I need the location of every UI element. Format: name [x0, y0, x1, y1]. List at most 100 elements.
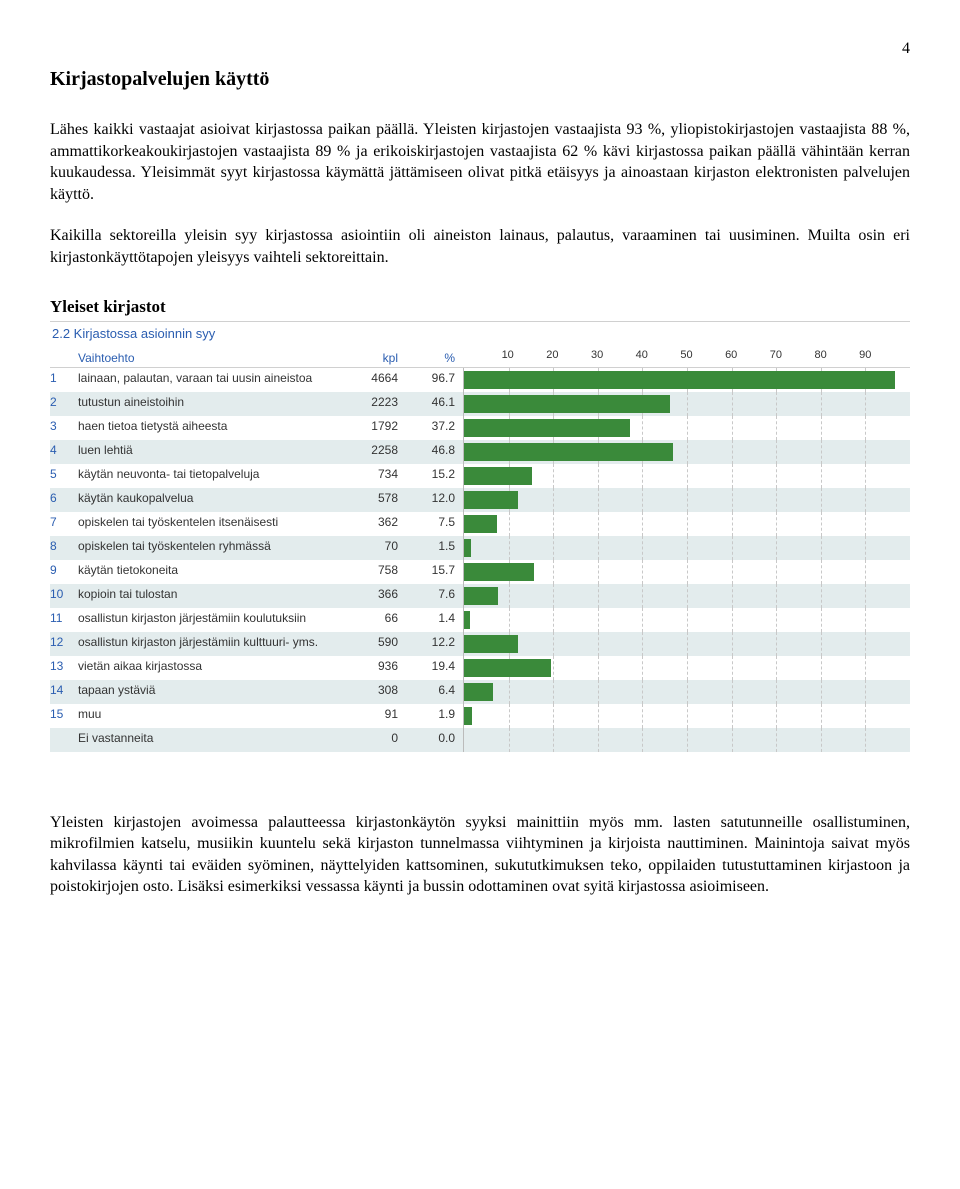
chart-row-kpl: 734: [353, 464, 408, 488]
chart-row-label: kopioin tai tulostan: [78, 584, 353, 608]
chart-axis-tick: 90: [859, 349, 871, 361]
chart-row-label: haen tietoa tietystä aiheesta: [78, 416, 353, 440]
chart-row-pct: 7.5: [408, 512, 463, 536]
chart-rows: 1lainaan, palautan, varaan tai uusin ain…: [50, 368, 910, 752]
chart-row-pct: 46.8: [408, 440, 463, 464]
chart-bar: [464, 539, 471, 557]
chart-row-label: vietän aikaa kirjastossa: [78, 656, 353, 680]
chart-row: 12osallistun kirjaston järjestämiin kult…: [50, 632, 910, 656]
chart-row-bar-cell: [463, 704, 910, 728]
chart-row-bar-cell: [463, 560, 910, 584]
chart-bar: [464, 683, 493, 701]
chart-row: 8opiskelen tai työskentelen ryhmässä701.…: [50, 536, 910, 560]
chart-row-bar-cell: [463, 632, 910, 656]
chart-row-index: 6: [50, 488, 78, 512]
chart-row-index: 9: [50, 560, 78, 584]
chart-row-index: 7: [50, 512, 78, 536]
chart-row-pct: 15.7: [408, 560, 463, 584]
chart-row-bar-cell: [463, 392, 910, 416]
chart-row-kpl: 2258: [353, 440, 408, 464]
chart-row-kpl: 578: [353, 488, 408, 512]
chart-row-label: muu: [78, 704, 353, 728]
chart-axis-tick: 60: [725, 349, 737, 361]
chart-row: 9käytän tietokoneita75815.7: [50, 560, 910, 584]
chart-container: 2.2 Kirjastossa asioinnin syy Vaihtoehto…: [50, 321, 910, 752]
chart-row-label: käytän kaukopalvelua: [78, 488, 353, 512]
chart-bar: [464, 443, 673, 461]
chart-row: 1lainaan, palautan, varaan tai uusin ain…: [50, 368, 910, 392]
chart-header-row: Vaihtoehto kpl % 102030405060708090: [50, 345, 910, 368]
chart-row-label: Ei vastanneita: [78, 728, 353, 752]
chart-row-index: 15: [50, 704, 78, 728]
chart-row-pct: 96.7: [408, 368, 463, 392]
chart-row: 3haen tietoa tietystä aiheesta179237.2: [50, 416, 910, 440]
chart-row-index: 11: [50, 608, 78, 632]
chart-header-pct: %: [408, 351, 463, 365]
chart-row-bar-cell: [463, 464, 910, 488]
chart-row-pct: 1.9: [408, 704, 463, 728]
chart-row-kpl: 0: [353, 728, 408, 752]
chart-row-pct: 0.0: [408, 728, 463, 752]
chart-row-index: 8: [50, 536, 78, 560]
chart-row-bar-cell: [463, 440, 910, 464]
section-title: Kirjastopalvelujen käyttö: [50, 68, 910, 91]
chart-row-pct: 6.4: [408, 680, 463, 704]
chart-bar: [464, 659, 551, 677]
chart-row-pct: 46.1: [408, 392, 463, 416]
chart-row-bar-cell: [463, 584, 910, 608]
chart-row: 7opiskelen tai työskentelen itsenäisesti…: [50, 512, 910, 536]
chart-row: 15muu911.9: [50, 704, 910, 728]
chart-row-kpl: 1792: [353, 416, 408, 440]
chart-row-kpl: 758: [353, 560, 408, 584]
chart-row-bar-cell: [463, 488, 910, 512]
chart-row-bar-cell: [463, 512, 910, 536]
chart-bar: [464, 371, 895, 389]
chart-axis-tick: 10: [502, 349, 514, 361]
chart-row: Ei vastanneita00.0: [50, 728, 910, 752]
paragraph-3: Yleisten kirjastojen avoimessa palauttee…: [50, 812, 910, 898]
chart-row-index: 3: [50, 416, 78, 440]
chart-axis-tick: 40: [636, 349, 648, 361]
chart-row-kpl: 4664: [353, 368, 408, 392]
chart-axis-tick: 30: [591, 349, 603, 361]
chart-row-label: tutustun aineistoihin: [78, 392, 353, 416]
chart-bar: [464, 635, 518, 653]
chart-bar: [464, 587, 498, 605]
chart-row-pct: 12.0: [408, 488, 463, 512]
chart-row-index: 5: [50, 464, 78, 488]
chart-header-option: Vaihtoehto: [78, 351, 353, 365]
chart-row-index: 2: [50, 392, 78, 416]
chart-row: 2tutustun aineistoihin222346.1: [50, 392, 910, 416]
chart-row-label: opiskelen tai työskentelen ryhmässä: [78, 536, 353, 560]
chart-row-label: tapaan ystäviä: [78, 680, 353, 704]
chart-row-pct: 12.2: [408, 632, 463, 656]
chart-bar: [464, 563, 534, 581]
chart-row-bar-cell: [463, 416, 910, 440]
chart-row: 14tapaan ystäviä3086.4: [50, 680, 910, 704]
chart-row-bar-cell: [463, 608, 910, 632]
chart-row-index: 14: [50, 680, 78, 704]
chart-row-kpl: 66: [353, 608, 408, 632]
chart-row-kpl: 366: [353, 584, 408, 608]
sub-heading-yleiset-kirjastot: Yleiset kirjastot: [50, 297, 910, 317]
paragraph-1: Lähes kaikki vastaajat asioivat kirjasto…: [50, 119, 910, 205]
chart-row-label: opiskelen tai työskentelen itsenäisesti: [78, 512, 353, 536]
chart-row-bar-cell: [463, 536, 910, 560]
chart-row-bar-cell: [463, 656, 910, 680]
chart-row-label: osallistun kirjaston järjestämiin kulttu…: [78, 632, 353, 656]
chart-row: 5käytän neuvonta- tai tietopalveluja7341…: [50, 464, 910, 488]
chart-row-pct: 1.4: [408, 608, 463, 632]
chart-row: 6käytän kaukopalvelua57812.0: [50, 488, 910, 512]
chart-row-kpl: 308: [353, 680, 408, 704]
chart-row-index: 10: [50, 584, 78, 608]
chart-row-kpl: 91: [353, 704, 408, 728]
chart-row-index: 4: [50, 440, 78, 464]
chart-row-kpl: 70: [353, 536, 408, 560]
chart-axis-tick: 70: [770, 349, 782, 361]
chart-row-kpl: 362: [353, 512, 408, 536]
chart-bar: [464, 491, 518, 509]
chart-bar: [464, 467, 532, 485]
paragraph-2: Kaikilla sektoreilla yleisin syy kirjast…: [50, 225, 910, 268]
page-number: 4: [50, 40, 910, 58]
chart-row-label: käytän neuvonta- tai tietopalveluja: [78, 464, 353, 488]
